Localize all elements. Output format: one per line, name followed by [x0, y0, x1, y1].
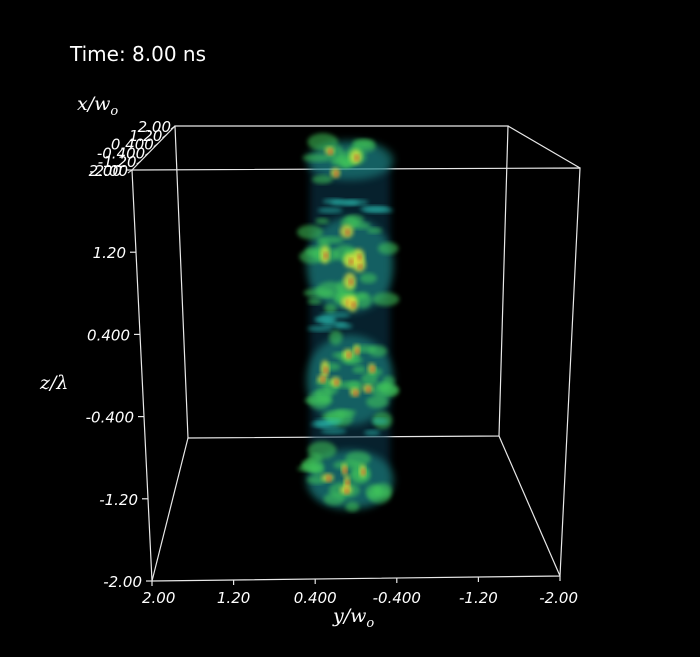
volume-feature: [307, 133, 339, 151]
volume-feature: [366, 395, 389, 409]
volume-core: [346, 352, 351, 359]
volume-core: [334, 170, 339, 177]
volume-feature: [296, 224, 324, 240]
volume-core: [321, 377, 326, 384]
volume-band: [371, 418, 389, 425]
y-axis-title: y/wo: [332, 605, 374, 631]
volume-band: [317, 207, 343, 214]
x-tick-label: 0.400: [111, 136, 154, 154]
volume-band: [307, 325, 334, 332]
volume-feature: [335, 409, 357, 417]
volume-band: [342, 199, 369, 206]
volume-feature: [345, 501, 360, 512]
x-tick-mark: [153, 143, 159, 148]
volume-feature: [347, 380, 362, 392]
volume-core: [349, 258, 354, 265]
volume-feature: [352, 365, 367, 374]
x-tick-mark: [144, 151, 150, 156]
x-tick-mark: [162, 134, 167, 139]
volume-feature: [329, 330, 343, 345]
volume-feature: [315, 217, 329, 225]
volume-core: [357, 254, 362, 261]
volume-feature: [350, 222, 371, 230]
volume-core: [351, 301, 356, 308]
volume-core: [328, 148, 333, 155]
volume-feature: [307, 391, 332, 409]
volume-core: [361, 468, 366, 475]
box-edge-bl: [151, 437, 189, 582]
volume-feature: [303, 288, 334, 298]
volume-band: [335, 323, 353, 330]
volume-core: [348, 279, 353, 286]
volume-core: [355, 347, 360, 354]
volume-feature: [379, 384, 399, 395]
y-tick-label: 0.400: [294, 589, 337, 607]
z-axis-title: z/λ: [39, 372, 68, 394]
volume-band: [364, 429, 381, 436]
y-tick-label: 1.20: [217, 589, 250, 607]
volume-core: [345, 488, 350, 495]
volume-core: [345, 480, 350, 487]
volume-band: [320, 428, 347, 435]
volume-feature: [365, 484, 382, 499]
x-axis-title: x/wo: [77, 93, 118, 119]
volume-band: [315, 422, 339, 429]
y-tick-label: -2.00: [539, 589, 578, 607]
volume-core: [323, 252, 328, 259]
volume-column: [296, 133, 400, 512]
volume-core: [323, 366, 328, 373]
volume-feature: [324, 303, 337, 314]
y-tick-label: -1.20: [459, 589, 498, 607]
volume-feature: [311, 175, 333, 184]
y-tick-label: 2.00: [142, 589, 175, 607]
x-tick-label: 1.20: [129, 127, 162, 145]
volume-feature: [323, 492, 345, 506]
x-tick-label: -1.20: [98, 153, 137, 171]
z-tick-label: 1.20: [93, 244, 126, 262]
volume-feature: [377, 242, 399, 255]
volume-feature: [366, 227, 383, 234]
volume-feature: [302, 153, 334, 162]
box-edge-br: [498, 435, 561, 577]
volume-core: [358, 262, 363, 269]
volume-feature: [368, 345, 388, 357]
x-tick-mark: [136, 160, 141, 165]
x-tick-label: 2.00: [138, 118, 171, 136]
z-tick-label: -1.20: [99, 491, 138, 509]
volume-core: [343, 467, 348, 474]
volume-feature: [305, 246, 322, 257]
volume-core: [326, 475, 331, 482]
volume-core: [334, 379, 339, 386]
volume-feature: [359, 273, 377, 284]
x-tick-label: -0.400: [97, 144, 145, 162]
z-tick-label: 0.400: [87, 326, 130, 344]
box-edge-tr: [507, 125, 581, 169]
volume-band: [319, 312, 351, 319]
x-tick-label: -2.00: [89, 162, 128, 180]
volume-core: [370, 366, 375, 373]
axis-ticks: 2.001.200.400-0.400-1.20-2.002.00 1.20 0.4…: [86, 118, 578, 607]
x-tick-mark: [127, 169, 133, 174]
z-tick-label: 2.00: [89, 162, 122, 180]
volume-feature: [310, 464, 325, 476]
z-tick-label: -0.400: [86, 409, 134, 427]
volume-feature: [307, 297, 322, 305]
y-tick-label: -0.400: [373, 589, 421, 607]
time-label: Time: 8.00 ns: [69, 42, 206, 66]
volume-core: [366, 386, 371, 393]
volume-core: [353, 390, 358, 397]
bounding-box: [131, 125, 581, 582]
x-tick-mark: [170, 125, 176, 130]
z-tick-label: -2.00: [103, 573, 142, 591]
volume-feature: [372, 292, 400, 307]
volume-feature: [307, 453, 323, 464]
volume-band: [359, 205, 390, 212]
volume-core: [345, 229, 350, 236]
volume-core: [354, 154, 359, 161]
volume-feature: [333, 460, 361, 470]
